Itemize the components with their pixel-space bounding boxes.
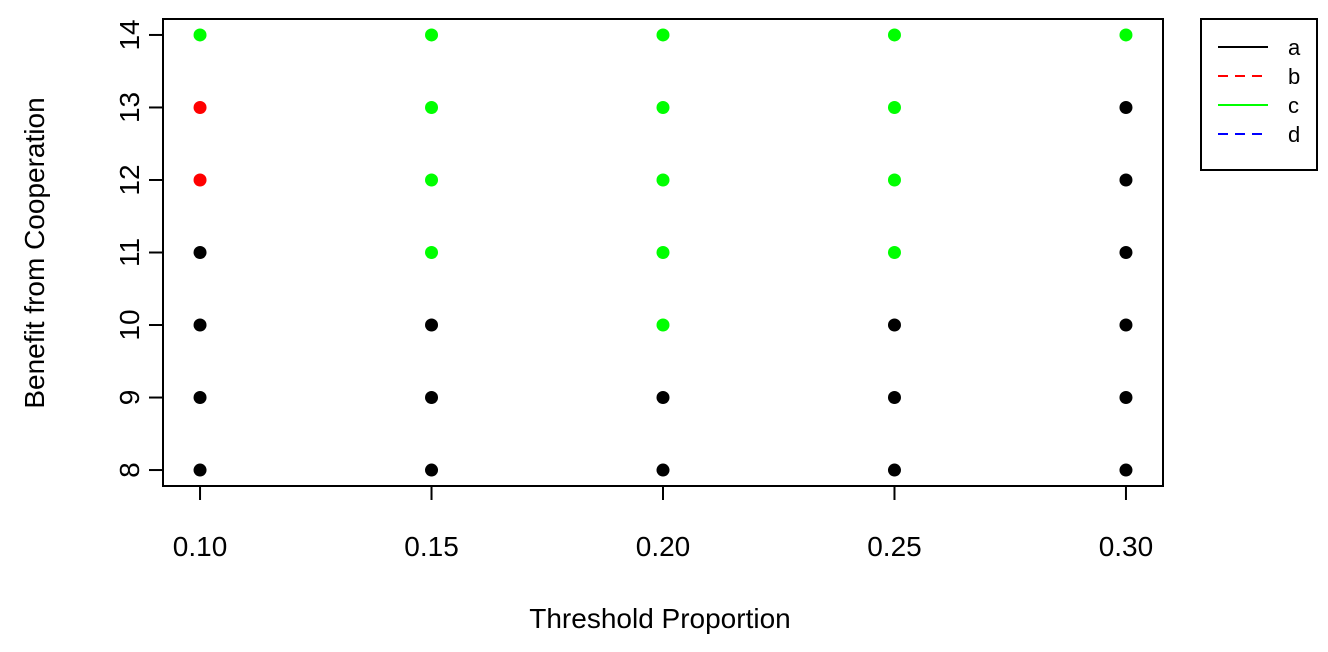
legend-label-a: a xyxy=(1288,35,1301,60)
y-tick-label: 10 xyxy=(114,309,145,340)
data-point-a xyxy=(887,463,901,477)
y-tick-label: 8 xyxy=(114,462,145,478)
data-point-a xyxy=(887,391,901,405)
data-point-a xyxy=(1119,391,1133,405)
data-point-a xyxy=(656,391,670,405)
x-tick-label: 0.30 xyxy=(1099,531,1154,562)
data-point-a xyxy=(1119,100,1133,114)
y-tick-label: 13 xyxy=(114,92,145,123)
data-point-a xyxy=(1119,463,1133,477)
data-point-c xyxy=(656,100,670,114)
data-point-a xyxy=(193,318,207,332)
data-point-c xyxy=(656,173,670,187)
data-point-c xyxy=(425,28,439,42)
legend-label-d: d xyxy=(1288,122,1300,147)
x-tick-label: 0.10 xyxy=(173,531,228,562)
data-point-b xyxy=(193,100,207,114)
y-axis-title: Benefit from Cooperation xyxy=(19,97,50,408)
data-point-a xyxy=(1119,246,1133,259)
data-point-a xyxy=(425,463,439,477)
data-point-a xyxy=(425,391,439,405)
data-point-c xyxy=(193,28,207,42)
data-point-b xyxy=(193,173,207,187)
data-point-a xyxy=(193,463,207,477)
data-point-a xyxy=(1119,318,1133,332)
y-axis: 8 9 10 11 12 13 14 xyxy=(114,19,163,478)
x-tick-label: 0.25 xyxy=(867,531,922,562)
data-point-c xyxy=(656,246,670,259)
legend-box xyxy=(1200,18,1318,171)
data-point-a xyxy=(1119,173,1133,187)
y-tick-label: 12 xyxy=(114,164,145,195)
data-point-a xyxy=(193,246,207,259)
data-point-c xyxy=(425,173,439,187)
data-point-c xyxy=(887,100,901,114)
data-point-a xyxy=(193,391,207,405)
data-point-a xyxy=(887,318,901,332)
legend-label-c: c xyxy=(1288,93,1299,118)
x-axis: 0.10 0.15 0.20 0.25 0.30 xyxy=(173,486,1153,562)
data-point-a xyxy=(656,463,670,477)
x-tick-label: 0.20 xyxy=(636,531,691,562)
data-point-c xyxy=(887,246,901,259)
y-tick-label: 11 xyxy=(114,238,145,267)
data-point-c xyxy=(425,100,439,114)
data-point-c xyxy=(425,246,439,259)
y-tick-label: 9 xyxy=(114,390,145,406)
data-points xyxy=(193,28,1133,477)
x-axis-title: Threshold Proportion xyxy=(529,603,790,634)
data-point-c xyxy=(887,173,901,187)
data-point-c xyxy=(656,318,670,332)
x-tick-label: 0.15 xyxy=(404,531,459,562)
data-point-a xyxy=(425,318,439,332)
data-point-c xyxy=(1119,28,1133,42)
data-point-c xyxy=(656,28,670,42)
legend-label-b: b xyxy=(1288,64,1300,89)
data-point-c xyxy=(887,28,901,42)
y-tick-label: 14 xyxy=(114,19,145,50)
